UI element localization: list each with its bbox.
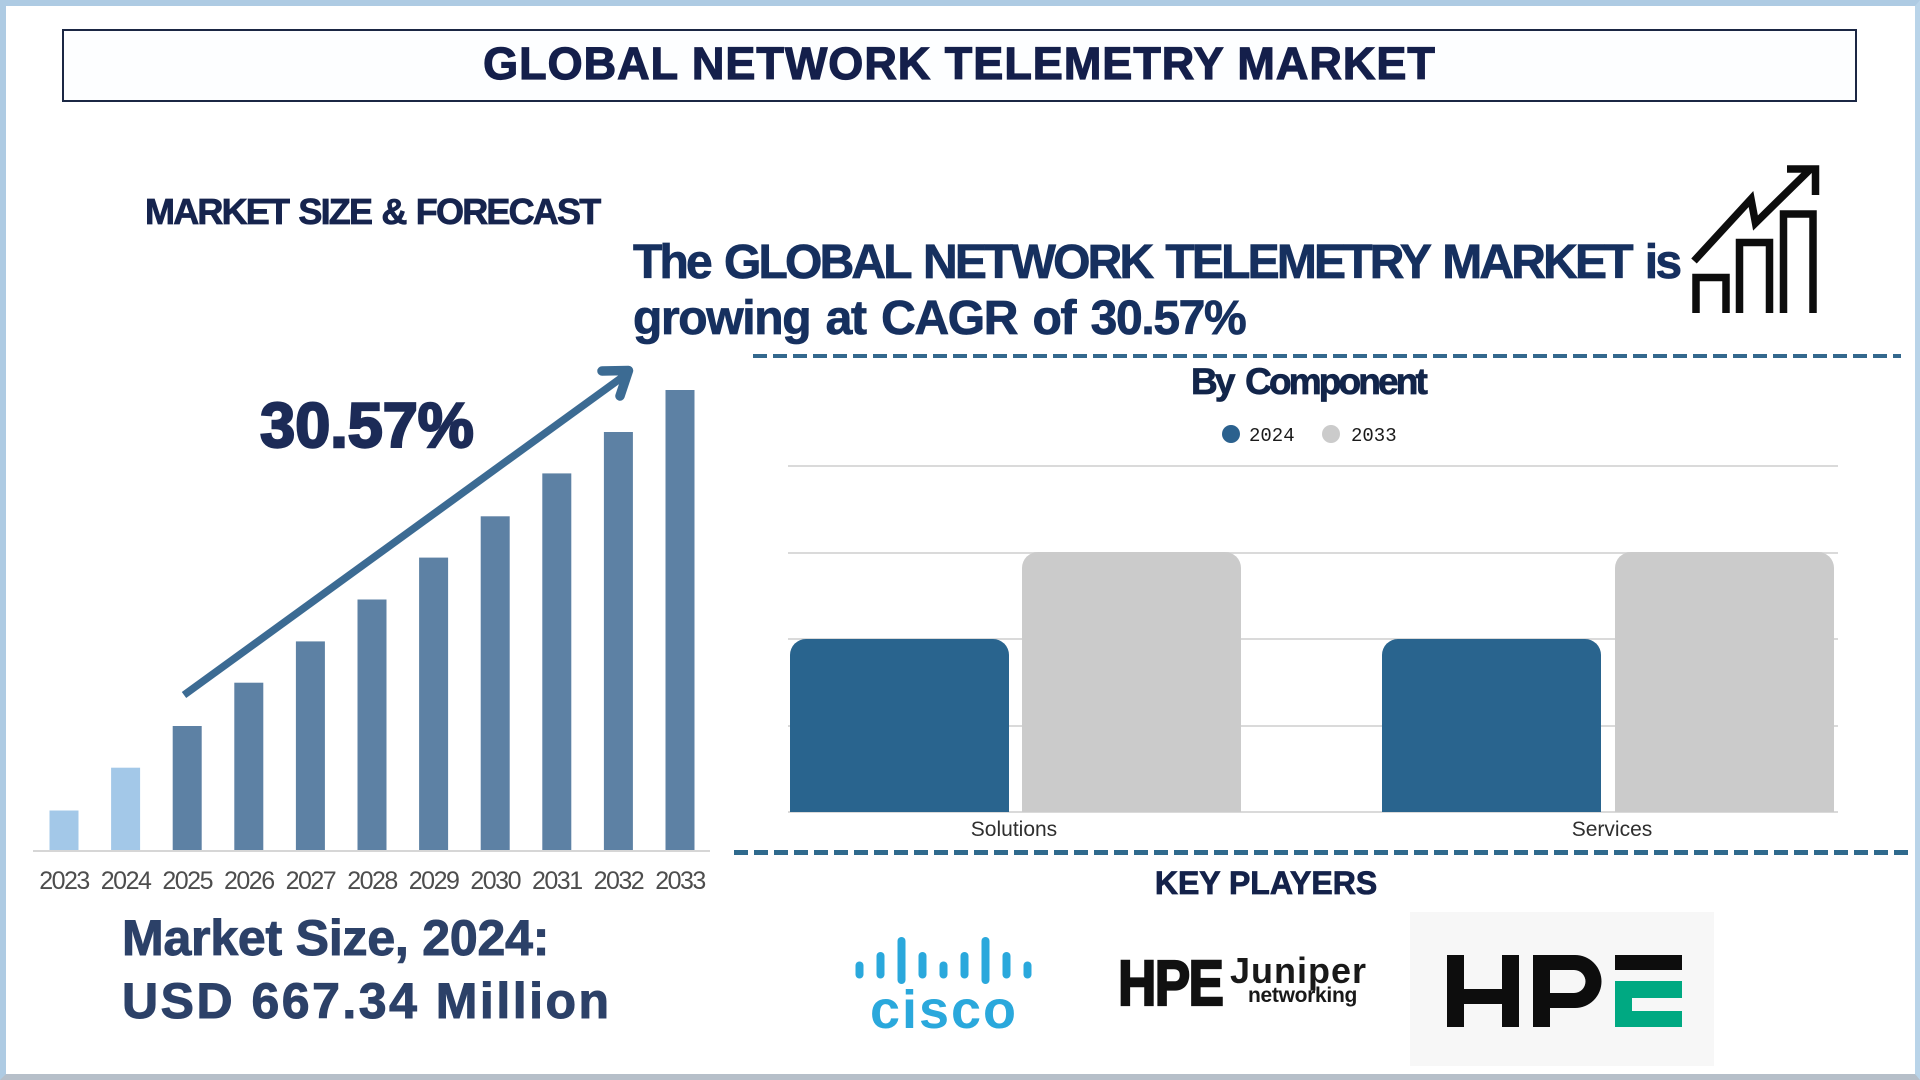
- svg-text:cisco: cisco: [870, 980, 1018, 1040]
